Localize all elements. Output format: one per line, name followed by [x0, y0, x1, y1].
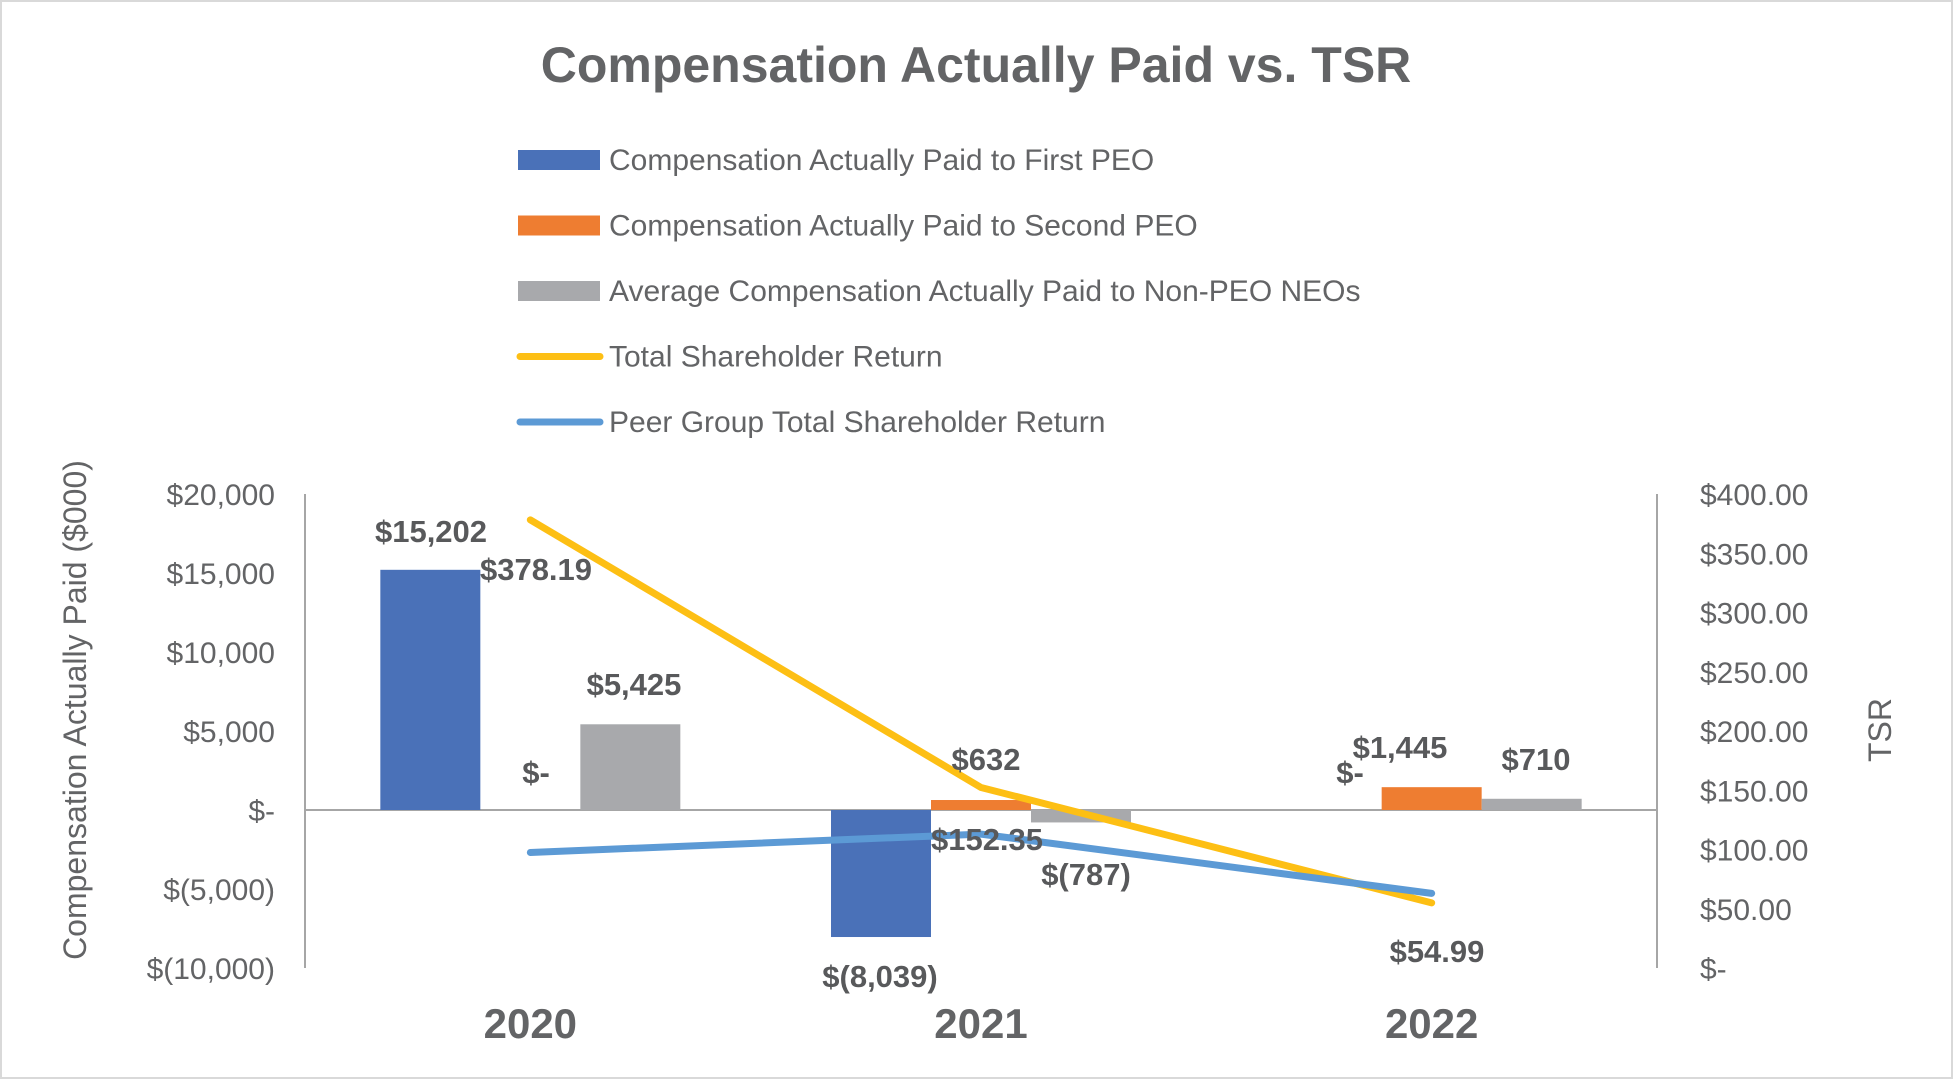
- legend-swatch-second_peo: [518, 215, 600, 236]
- legend: Compensation Actually Paid to First PEO C…: [516, 144, 1361, 439]
- lines: [526, 516, 1436, 907]
- bar-second_peo-2022: [1381, 787, 1482, 810]
- data-label-first_peo-2021: $(8,039): [822, 959, 937, 994]
- data-label-second_peo-2020: $-: [522, 755, 550, 790]
- y2-tick-label: $400.00: [1700, 479, 1808, 512]
- legend-label-tsr: Total Shareholder Return: [609, 341, 943, 374]
- legend-label-peer_tsr: Peer Group Total Shareholder Return: [609, 406, 1105, 439]
- y2-tick-label: $50.00: [1700, 894, 1792, 927]
- bar-first_peo-2020: [380, 569, 481, 810]
- y2-tick-label: $150.00: [1700, 775, 1808, 808]
- data-label-non_peo-2022: $710: [1502, 742, 1571, 777]
- x-category-label: 2021: [934, 1000, 1027, 1047]
- y-tick-label: $15,000: [167, 558, 275, 591]
- data-label-tsr-2021: $152.35: [931, 822, 1043, 857]
- legend-label-non_peo: Average Compensation Actually Paid to No…: [609, 275, 1361, 308]
- y2-tick-label: $100.00: [1700, 835, 1808, 868]
- y2-axis-title: TSR: [1862, 698, 1898, 762]
- y-tick-label: $10,000: [167, 637, 275, 670]
- x-category-label: 2022: [1385, 1000, 1478, 1047]
- data-labels: $15,202 $(8,039) $- $- $632 $1,445 $5,425 $(787…: [375, 514, 1571, 994]
- y-tick-label: $(10,000): [147, 953, 275, 986]
- data-label-non_peo-2020: $5,425: [587, 667, 682, 702]
- data-label-tsr-2020: $378.19: [480, 552, 592, 587]
- y2-tick-label: $300.00: [1700, 598, 1808, 631]
- bars: [380, 569, 1582, 938]
- y2-tick-label: $200.00: [1700, 716, 1808, 749]
- line-peer_tsr: [526, 830, 1436, 897]
- data-label-tsr-2022: $54.99: [1390, 934, 1485, 969]
- bar-non_peo-2022: [1481, 798, 1582, 810]
- y2-tick-label: $350.00: [1700, 538, 1808, 571]
- y-tick-label: $20,000: [167, 479, 275, 512]
- legend-label-first_peo: Compensation Actually Paid to First PEO: [609, 144, 1154, 177]
- y-tick-label: $(5,000): [163, 874, 275, 907]
- bar-second_peo-2021: [931, 800, 1031, 810]
- data-label-second_peo-2021: $632: [952, 742, 1021, 777]
- y-axis-title: Compensation Actually Paid ($000): [57, 460, 93, 960]
- y-tick-label: $5,000: [183, 716, 275, 749]
- data-label-second_peo-2022: $1,445: [1353, 730, 1448, 765]
- legend-swatch-first_peo: [518, 150, 600, 170]
- data-label-non_peo-2021: $(787): [1041, 857, 1131, 892]
- x-category-label: 2020: [484, 1000, 577, 1047]
- y2-tick-label: $-: [1700, 953, 1727, 986]
- y-tick-label: $-: [248, 795, 275, 828]
- legend-label-second_peo: Compensation Actually Paid to Second PEO: [609, 210, 1198, 243]
- legend-swatch-non_peo: [518, 281, 600, 301]
- bar-non_peo-2020: [580, 724, 681, 810]
- bar-first_peo-2021: [831, 810, 931, 938]
- chart-title: Compensation Actually Paid vs. TSR: [541, 37, 1412, 93]
- data-label-first_peo-2020: $15,202: [375, 514, 487, 549]
- y2-tick-label: $250.00: [1700, 657, 1808, 690]
- line-tsr: [526, 516, 1436, 907]
- data-label-first_peo-2022: $-: [1336, 755, 1364, 790]
